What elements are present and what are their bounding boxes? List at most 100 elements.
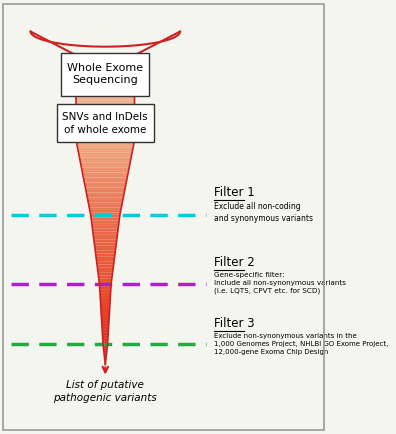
- Polygon shape: [76, 140, 135, 143]
- Polygon shape: [89, 207, 122, 210]
- Polygon shape: [78, 150, 133, 153]
- Polygon shape: [80, 158, 131, 160]
- Polygon shape: [80, 163, 130, 165]
- Polygon shape: [76, 85, 135, 88]
- Polygon shape: [87, 195, 124, 197]
- Polygon shape: [83, 175, 128, 178]
- Polygon shape: [92, 226, 118, 229]
- Polygon shape: [105, 358, 106, 360]
- Polygon shape: [96, 259, 114, 262]
- Polygon shape: [95, 251, 115, 253]
- Polygon shape: [76, 81, 135, 83]
- Polygon shape: [99, 281, 112, 284]
- Polygon shape: [101, 311, 110, 314]
- Polygon shape: [79, 155, 131, 158]
- Polygon shape: [103, 348, 107, 350]
- Polygon shape: [102, 320, 109, 323]
- Polygon shape: [101, 308, 110, 311]
- Polygon shape: [82, 173, 128, 175]
- Text: Filter 1: Filter 1: [214, 186, 255, 199]
- Polygon shape: [76, 93, 135, 95]
- Polygon shape: [97, 267, 113, 270]
- Polygon shape: [98, 276, 112, 278]
- Polygon shape: [102, 332, 108, 335]
- Polygon shape: [99, 278, 112, 281]
- Polygon shape: [104, 350, 107, 352]
- Polygon shape: [82, 170, 129, 173]
- Polygon shape: [94, 240, 117, 243]
- Polygon shape: [76, 101, 135, 103]
- Polygon shape: [88, 202, 122, 205]
- Text: Filter 2: Filter 2: [214, 256, 255, 269]
- Polygon shape: [93, 234, 118, 237]
- Polygon shape: [97, 262, 114, 264]
- Polygon shape: [85, 185, 126, 187]
- Polygon shape: [93, 237, 117, 240]
- Polygon shape: [76, 91, 135, 93]
- Polygon shape: [100, 296, 110, 299]
- Polygon shape: [102, 326, 109, 329]
- Polygon shape: [76, 58, 135, 60]
- Polygon shape: [95, 248, 116, 251]
- Polygon shape: [97, 264, 114, 267]
- Polygon shape: [81, 165, 129, 168]
- Polygon shape: [90, 212, 120, 215]
- Polygon shape: [95, 253, 115, 256]
- Polygon shape: [84, 180, 127, 183]
- Polygon shape: [100, 299, 110, 302]
- Polygon shape: [93, 231, 118, 234]
- Polygon shape: [76, 60, 135, 63]
- Text: Whole Exome
Sequencing: Whole Exome Sequencing: [67, 62, 143, 85]
- Polygon shape: [78, 148, 133, 150]
- Polygon shape: [94, 243, 116, 245]
- Polygon shape: [76, 63, 135, 66]
- Polygon shape: [76, 76, 135, 78]
- Polygon shape: [103, 335, 108, 338]
- Polygon shape: [92, 229, 118, 231]
- Polygon shape: [91, 220, 119, 223]
- Polygon shape: [103, 338, 108, 341]
- Polygon shape: [86, 192, 124, 195]
- Polygon shape: [102, 323, 109, 326]
- FancyBboxPatch shape: [61, 53, 149, 96]
- Polygon shape: [101, 314, 109, 317]
- Polygon shape: [101, 305, 110, 308]
- Text: Exclude all non-coding
and synonymous variants: Exclude all non-coding and synonymous va…: [214, 202, 313, 223]
- Polygon shape: [87, 197, 123, 200]
- Polygon shape: [105, 356, 106, 358]
- Text: Gene-specific filter:
Include all non-synonymous variants
(i.e. LQTS, CPVT etc. : Gene-specific filter: Include all non-sy…: [214, 272, 346, 294]
- Polygon shape: [76, 103, 135, 106]
- Text: Filter 3: Filter 3: [214, 317, 255, 330]
- Polygon shape: [91, 215, 120, 217]
- Polygon shape: [95, 245, 116, 248]
- Polygon shape: [78, 153, 132, 155]
- Polygon shape: [86, 190, 125, 192]
- Polygon shape: [84, 178, 127, 180]
- Polygon shape: [103, 344, 108, 346]
- Polygon shape: [104, 354, 107, 356]
- Polygon shape: [100, 287, 111, 290]
- Polygon shape: [90, 210, 121, 212]
- Polygon shape: [76, 143, 134, 145]
- Polygon shape: [82, 168, 129, 170]
- Polygon shape: [76, 88, 135, 91]
- Polygon shape: [92, 223, 119, 226]
- FancyBboxPatch shape: [57, 105, 154, 142]
- Polygon shape: [100, 293, 110, 296]
- Polygon shape: [99, 284, 111, 287]
- Polygon shape: [80, 160, 131, 163]
- Polygon shape: [98, 273, 112, 276]
- Polygon shape: [98, 270, 113, 273]
- Text: List of putative
pathogenic variants: List of putative pathogenic variants: [53, 380, 157, 403]
- Polygon shape: [76, 83, 135, 85]
- Polygon shape: [88, 200, 123, 202]
- Polygon shape: [104, 352, 107, 354]
- Text: SNVs and InDels
of whole exome: SNVs and InDels of whole exome: [63, 112, 148, 135]
- Polygon shape: [105, 360, 106, 362]
- Text: Exclude non-synonymous variants in the
1,000 Genomes Project, NHLBI GO Exome Pro: Exclude non-synonymous variants in the 1…: [214, 333, 388, 355]
- Polygon shape: [89, 205, 122, 207]
- Polygon shape: [76, 70, 135, 73]
- Polygon shape: [96, 256, 115, 259]
- Polygon shape: [102, 329, 109, 332]
- Polygon shape: [76, 78, 135, 81]
